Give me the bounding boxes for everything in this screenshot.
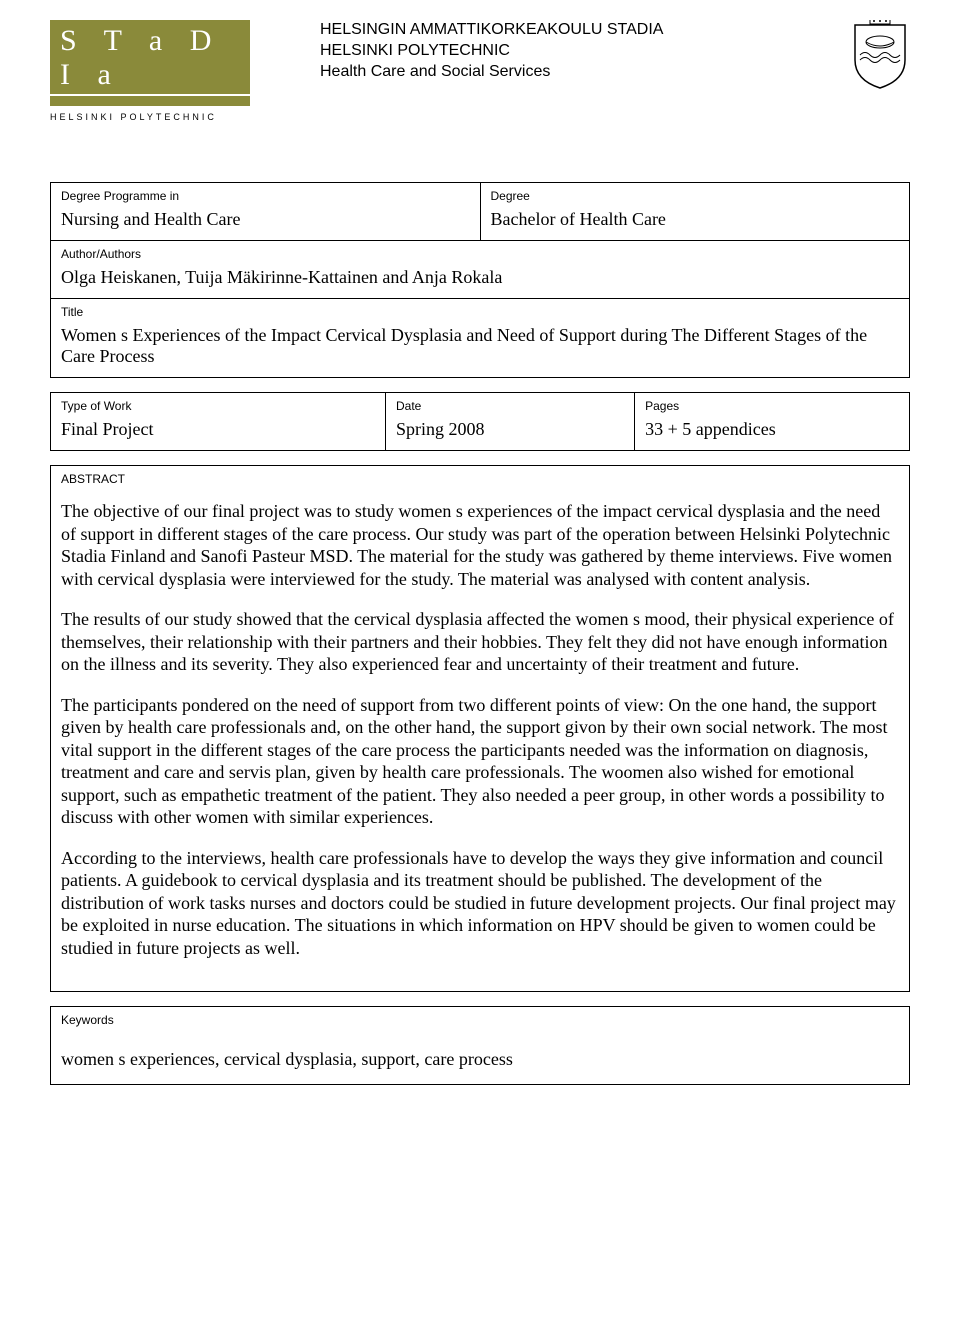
logo-text: S T a D I a — [50, 20, 250, 94]
title-value: Women s Experiences of the Impact Cervic… — [61, 325, 899, 367]
date-label: Date — [396, 399, 624, 413]
authors-label: Author/Authors — [61, 247, 899, 261]
abstract-p3: The participants pondered on the need of… — [61, 694, 899, 829]
type-value: Final Project — [61, 419, 375, 440]
degree-programme-value: Nursing and Health Care — [61, 209, 470, 230]
abstract-label: ABSTRACT — [61, 472, 899, 486]
logo: S T a D I a HELSINKI POLYTECHNIC — [50, 20, 250, 122]
title-label: Title — [61, 305, 899, 319]
inst-line-2: HELSINKI POLYTECHNIC — [320, 41, 830, 62]
abstract-p2: The results of our study showed that the… — [61, 608, 899, 676]
inst-line-1: HELSINGIN AMMATTIKORKEAKOULU STADIA — [320, 20, 830, 41]
type-label: Type of Work — [61, 399, 375, 413]
abstract-body: The objective of our final project was t… — [61, 500, 899, 959]
header-row: S T a D I a HELSINKI POLYTECHNIC HELSING… — [50, 20, 910, 122]
authors-value: Olga Heiskanen, Tuija Mäkirinne-Kattaine… — [61, 267, 899, 288]
logo-subtext: HELSINKI POLYTECHNIC — [50, 112, 250, 122]
abstract-p1: The objective of our final project was t… — [61, 500, 899, 590]
degree-programme-label: Degree Programme in — [61, 189, 470, 203]
date-value: Spring 2008 — [396, 419, 624, 440]
keywords-label: Keywords — [61, 1013, 899, 1027]
pages-label: Pages — [645, 399, 899, 413]
keywords-box: Keywords women s experiences, cervical d… — [50, 1006, 910, 1085]
programme-degree-table: Degree Programme in Nursing and Health C… — [50, 182, 910, 378]
page: S T a D I a HELSINKI POLYTECHNIC HELSING… — [0, 0, 960, 1125]
logo-bar — [50, 96, 250, 106]
abstract-box: ABSTRACT The objective of our final proj… — [50, 465, 910, 992]
degree-label: Degree — [491, 189, 900, 203]
inst-line-3: Health Care and Social Services — [320, 62, 830, 83]
type-date-pages-table: Type of Work Final Project Date Spring 2… — [50, 392, 910, 451]
keywords-value: women s experiences, cervical dysplasia,… — [61, 1049, 899, 1070]
abstract-p4: According to the interviews, health care… — [61, 847, 899, 960]
pages-value: 33 + 5 appendices — [645, 419, 899, 440]
degree-value: Bachelor of Health Care — [491, 209, 900, 230]
crest-icon — [850, 20, 910, 90]
institution-text: HELSINGIN AMMATTIKORKEAKOULU STADIA HELS… — [320, 20, 830, 82]
